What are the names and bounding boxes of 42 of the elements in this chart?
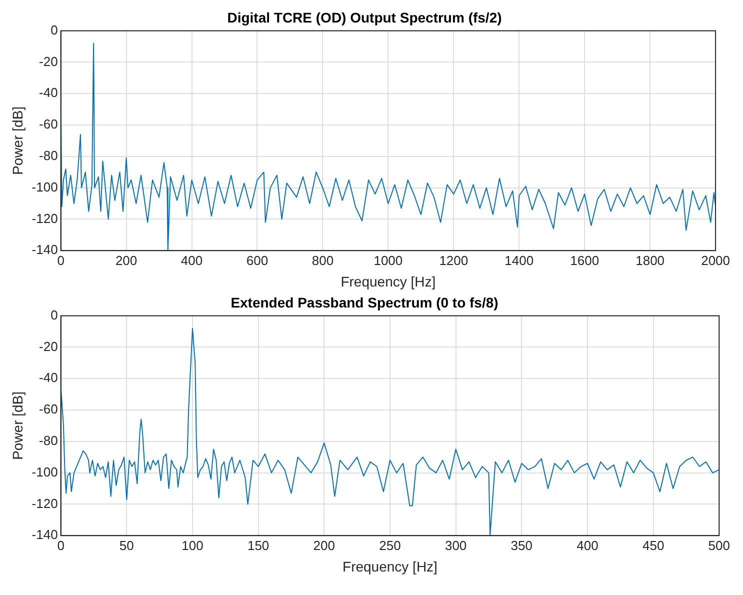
y-tick-label: -80 (39, 432, 58, 448)
x-axis-title: Frequency [Hz] (340, 273, 436, 290)
x-tick-label: 350 (510, 538, 533, 553)
x-tick-label: 2000 (701, 252, 730, 268)
x-tick-label: 50 (119, 538, 134, 553)
y-tick-label: -100 (32, 179, 58, 194)
x-tick-label: 400 (576, 538, 598, 553)
x-tick-label: 250 (379, 538, 401, 553)
x-tick-label: 1000 (374, 252, 403, 268)
x-tick-label: 800 (312, 252, 334, 268)
y-tick-label: -60 (39, 402, 58, 417)
y-tick-label: -60 (39, 116, 58, 132)
x-tick-label: 600 (246, 252, 268, 268)
x-tick-label: 300 (444, 538, 467, 553)
chart-title: Digital TCRE (OD) Output Spectrum (fs/2) (227, 9, 502, 26)
y-tick-label: -120 (32, 210, 58, 226)
y-tick-label: -20 (39, 338, 58, 354)
y-tick-label: -140 (32, 242, 58, 258)
y-axis-title: Power [dB] (9, 106, 26, 175)
y-tick-label: -40 (39, 85, 58, 100)
y-axis-title: Power [dB] (9, 391, 26, 460)
chart-title: Extended Passband Spectrum (0 to fs/8) (230, 294, 498, 310)
y-tick-label: 0 (50, 307, 58, 322)
x-tick-label: 500 (708, 538, 730, 553)
y-tick-label: -140 (32, 527, 58, 542)
y-tick-label: 0 (50, 22, 58, 38)
x-tick-label: 1400 (504, 252, 534, 268)
x-tick-label: 1600 (570, 252, 600, 268)
y-tick-label: -40 (39, 370, 58, 386)
y-tick-label: -120 (32, 496, 58, 511)
x-tick-label: 400 (180, 252, 203, 268)
x-tick-label: 150 (247, 538, 270, 553)
x-axis-title: Frequency [Hz] (342, 558, 438, 574)
x-tick-label: 450 (642, 538, 664, 553)
y-tick-label: -20 (39, 54, 58, 69)
y-tick-label: -100 (32, 464, 58, 480)
x-tick-label: 1200 (439, 252, 468, 268)
y-tick-label: -80 (39, 148, 58, 163)
x-tick-label: 100 (182, 538, 204, 553)
x-tick-label: 1800 (636, 252, 665, 268)
x-tick-label: 200 (313, 538, 336, 553)
x-tick-label: 200 (115, 252, 138, 268)
